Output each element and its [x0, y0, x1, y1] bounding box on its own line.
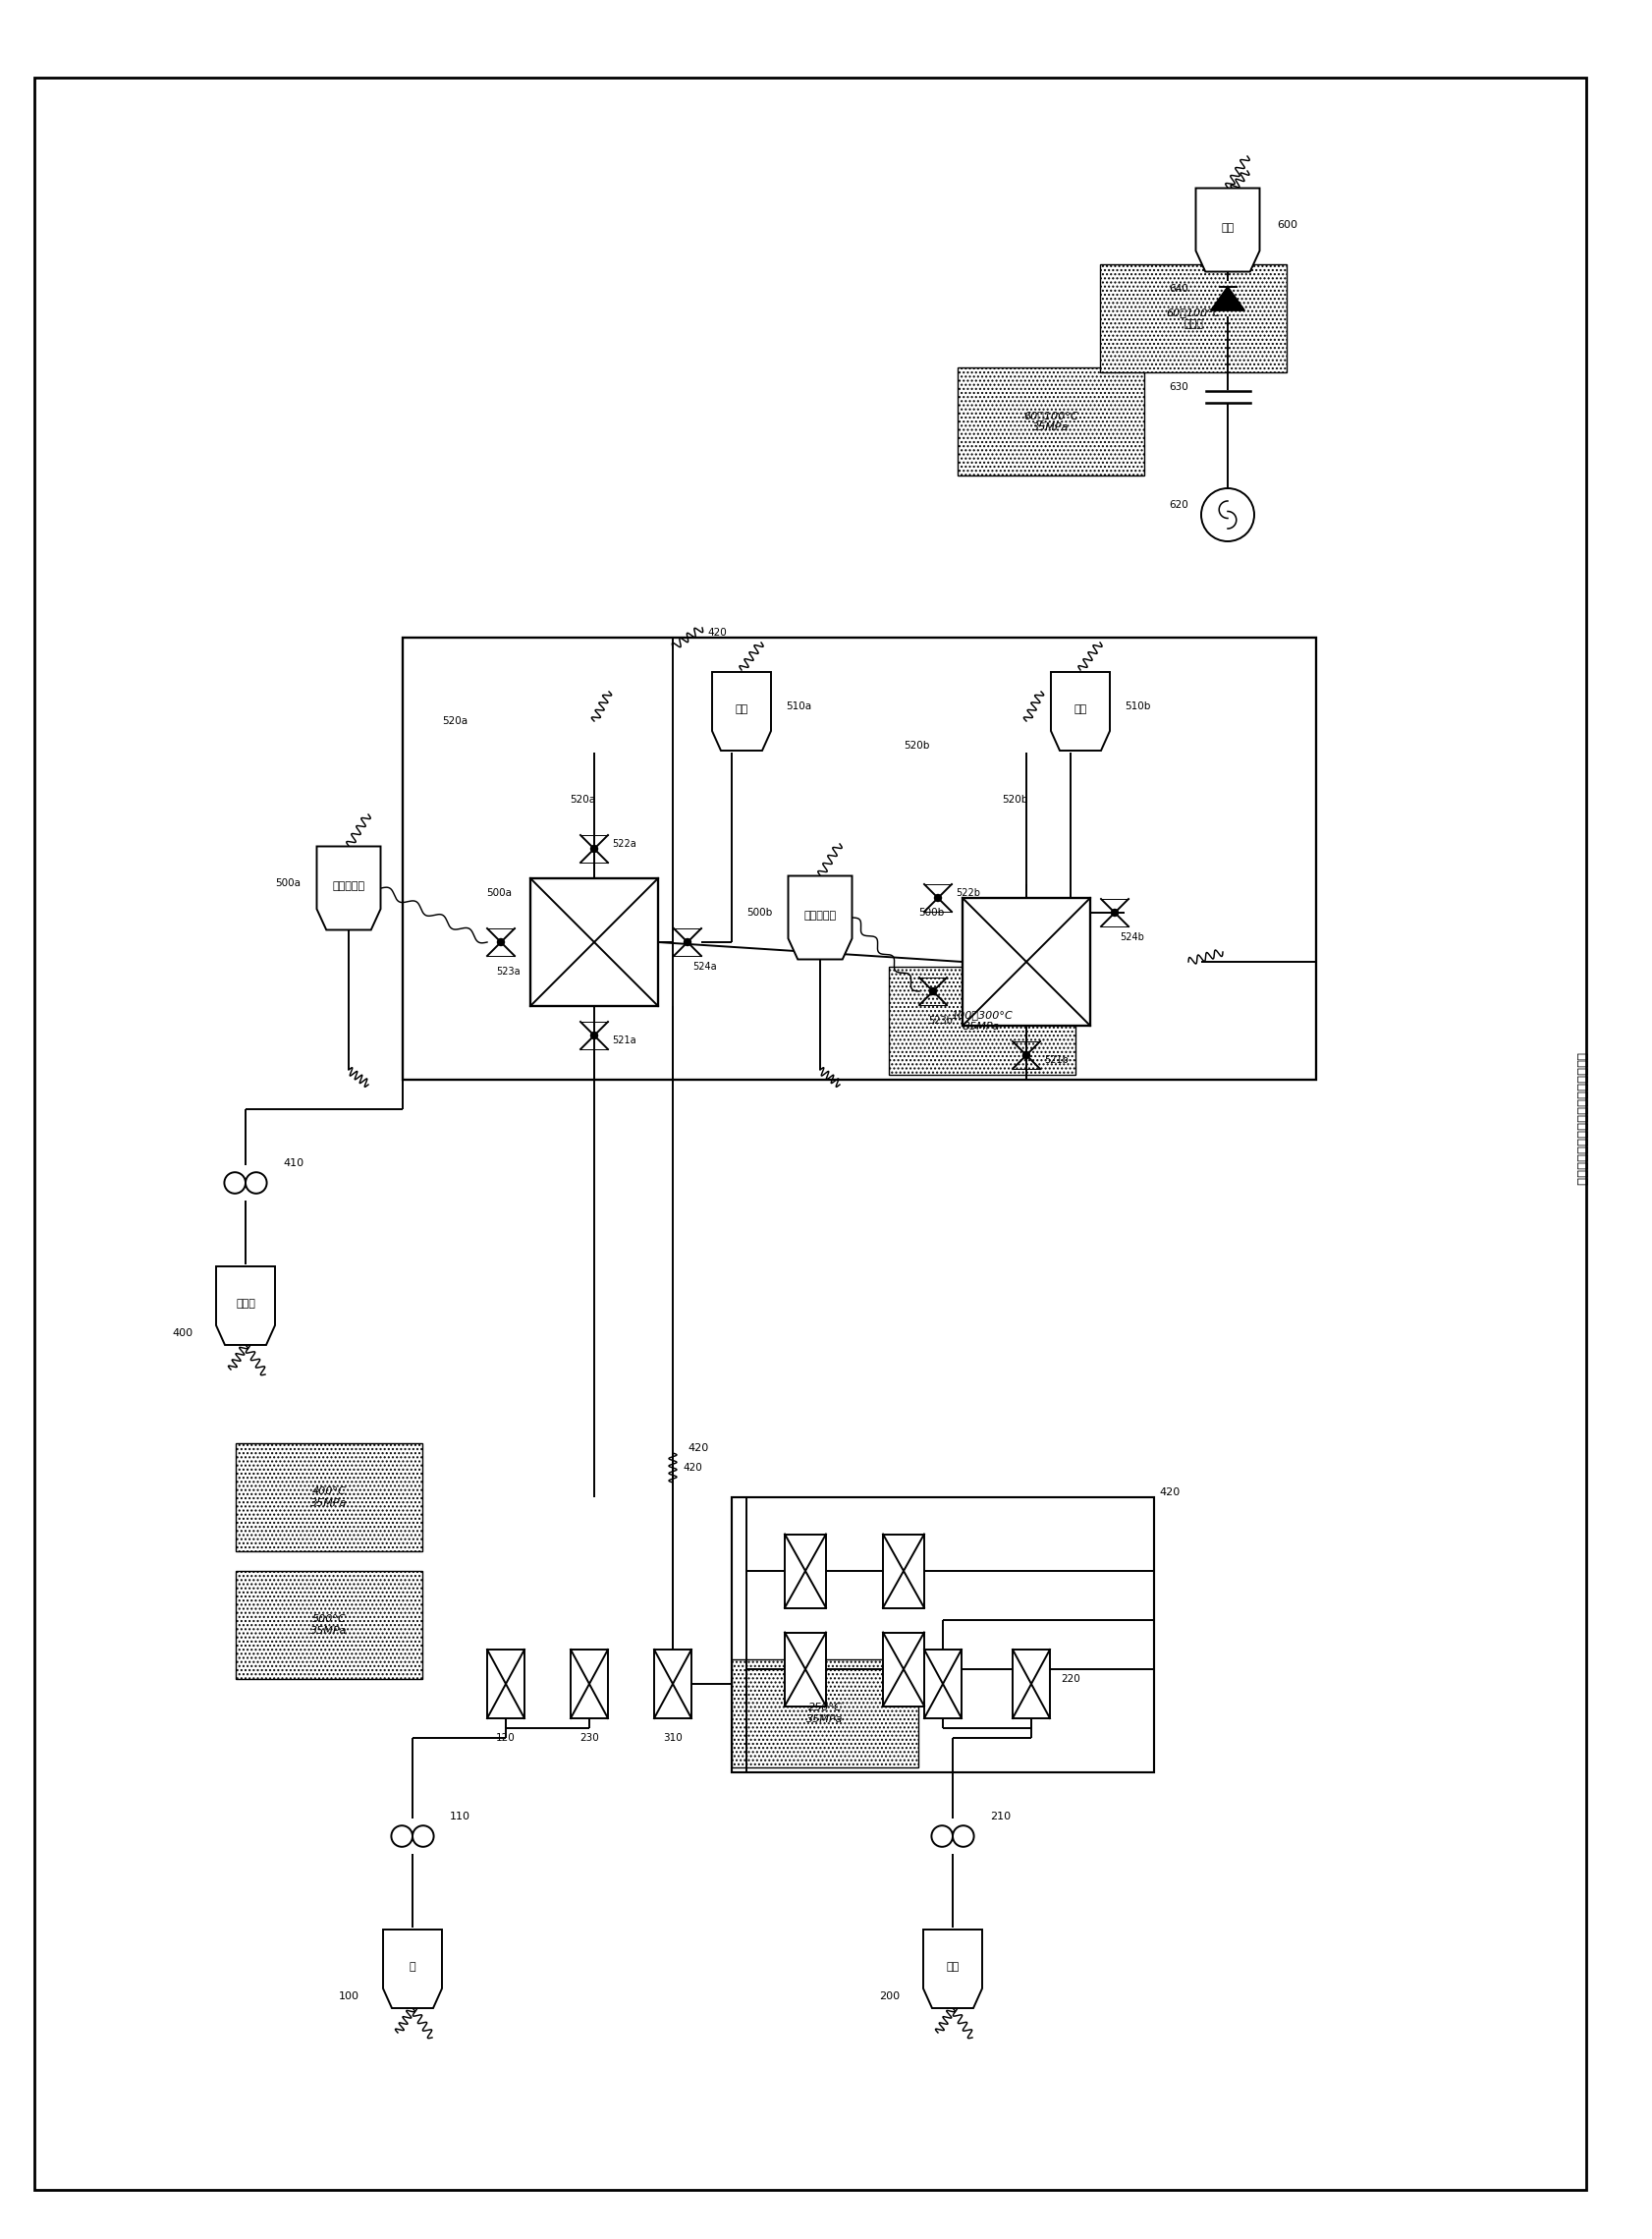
Text: 冷却水: 冷却水 [236, 1299, 256, 1308]
Bar [882, 1632, 923, 1706]
Bar [785, 1534, 826, 1608]
Polygon shape [317, 846, 380, 929]
Bar [958, 367, 1145, 475]
Bar [654, 1650, 692, 1717]
Text: 110: 110 [449, 1811, 471, 1823]
Text: 反冲洗流体: 反冲洗流体 [805, 911, 836, 920]
Text: 400: 400 [172, 1328, 193, 1339]
Text: 排水: 排水 [735, 705, 748, 714]
Bar [1013, 1650, 1051, 1717]
Text: 60～100°C
35MPa: 60～100°C 35MPa [1024, 412, 1079, 432]
Text: 60～100°C
大気圧: 60～100°C 大気圧 [1166, 307, 1221, 329]
Text: 原料: 原料 [947, 1961, 960, 1973]
Text: 520a: 520a [570, 795, 595, 804]
Text: 310: 310 [662, 1733, 682, 1742]
Text: 520a: 520a [443, 716, 468, 725]
Circle shape [1201, 488, 1254, 542]
Text: 420: 420 [682, 1462, 702, 1473]
Polygon shape [1211, 287, 1244, 311]
Text: 500a: 500a [486, 889, 512, 898]
Text: 520b: 520b [904, 741, 930, 750]
Text: 反冲洗流体: 反冲洗流体 [332, 882, 365, 891]
Circle shape [225, 1173, 246, 1193]
Text: 410: 410 [282, 1158, 304, 1169]
Text: 制品: 制品 [1221, 224, 1234, 233]
Polygon shape [383, 1930, 443, 2008]
Bar [570, 1650, 608, 1717]
Bar [530, 878, 657, 1005]
Polygon shape [1196, 188, 1259, 271]
Text: 630: 630 [1168, 383, 1188, 392]
Text: 210: 210 [990, 1811, 1011, 1823]
Polygon shape [712, 672, 771, 750]
Circle shape [591, 846, 598, 853]
Text: 关于使用超临界水的合成方法的实施例: 关于使用超临界水的合成方法的实施例 [1574, 1052, 1588, 1187]
Bar [403, 638, 1317, 1079]
Text: 水: 水 [410, 1961, 416, 1973]
Text: 500b: 500b [747, 907, 771, 918]
Bar [236, 1572, 423, 1679]
Text: 100～300°C
35MPa: 100～300°C 35MPa [952, 1010, 1013, 1032]
Text: 500°C
35MPa: 500°C 35MPa [311, 1614, 347, 1634]
Text: 100: 100 [339, 1990, 360, 2002]
Text: 620: 620 [1168, 499, 1188, 510]
Circle shape [413, 1825, 434, 1847]
Text: 排水: 排水 [1074, 705, 1087, 714]
Circle shape [953, 1825, 975, 1847]
Text: 250°C
35MPa: 250°C 35MPa [806, 1704, 844, 1724]
Circle shape [591, 1032, 598, 1039]
Circle shape [246, 1173, 266, 1193]
Bar [732, 1659, 919, 1767]
Text: 522a: 522a [611, 840, 636, 849]
Text: 523b: 523b [928, 1017, 953, 1025]
Circle shape [930, 987, 937, 994]
Bar [889, 967, 1075, 1075]
Circle shape [932, 1825, 953, 1847]
Polygon shape [216, 1267, 274, 1346]
Bar [1100, 264, 1287, 372]
Polygon shape [923, 1930, 983, 2008]
Text: 521b: 521b [1044, 1055, 1069, 1066]
Text: 510a: 510a [786, 701, 811, 712]
Text: 230: 230 [580, 1733, 600, 1742]
Circle shape [497, 938, 504, 945]
Bar [785, 1632, 826, 1706]
Bar [236, 1444, 423, 1552]
Circle shape [935, 896, 942, 902]
Bar [923, 1650, 961, 1717]
Circle shape [392, 1825, 413, 1847]
Circle shape [1112, 909, 1118, 916]
Bar [487, 1650, 524, 1717]
Circle shape [684, 938, 691, 945]
Text: 640: 640 [1168, 284, 1188, 293]
Text: 500a: 500a [274, 878, 301, 889]
Bar [882, 1534, 923, 1608]
Text: 524b: 524b [1120, 931, 1145, 943]
Text: 500b: 500b [919, 907, 943, 918]
Text: 420: 420 [687, 1444, 709, 1453]
Bar [963, 898, 1090, 1025]
Text: 420: 420 [707, 627, 727, 638]
Text: 520b: 520b [1001, 795, 1028, 804]
Text: 120: 120 [496, 1733, 515, 1742]
Polygon shape [788, 875, 852, 958]
Circle shape [1023, 1052, 1029, 1059]
Bar [732, 1498, 1155, 1773]
Text: 510b: 510b [1125, 701, 1150, 712]
Text: 523a: 523a [496, 967, 520, 976]
Text: 600: 600 [1277, 219, 1297, 231]
Text: 522b: 522b [955, 889, 980, 898]
Polygon shape [1051, 672, 1110, 750]
Text: 524a: 524a [692, 963, 717, 972]
Text: 400°C
35MPa: 400°C 35MPa [311, 1487, 347, 1507]
Text: 420: 420 [1160, 1487, 1180, 1498]
Text: 200: 200 [879, 1990, 900, 2002]
Text: 521a: 521a [611, 1034, 636, 1046]
Text: 220: 220 [1061, 1675, 1080, 1684]
